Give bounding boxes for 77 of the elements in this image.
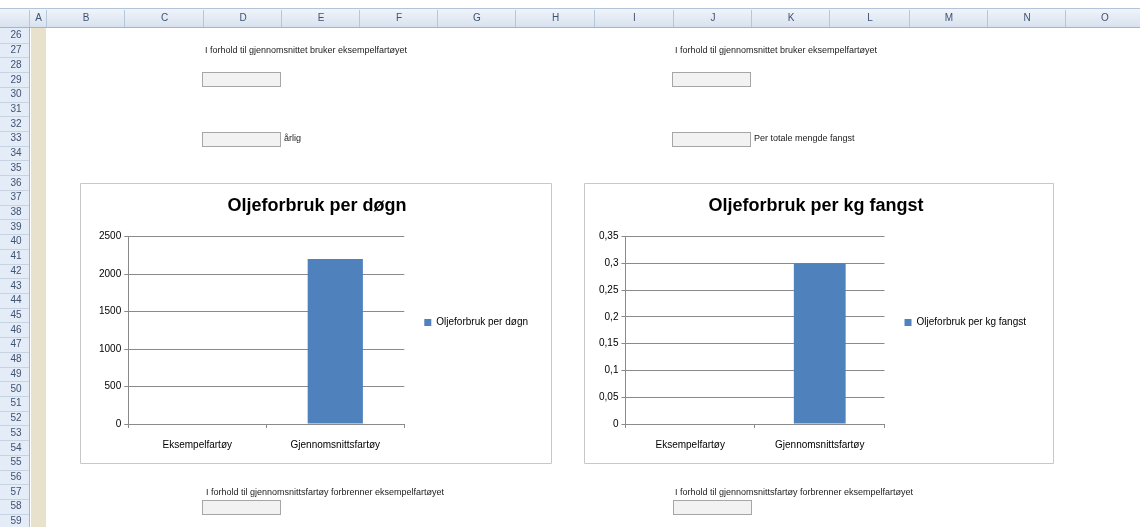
- y-tick-label: 47: [10, 338, 22, 350]
- y-tick-label: 32: [10, 117, 22, 129]
- y-tick-label: 500: [104, 380, 122, 392]
- chart-title: Oljeforbruk per kg fangst: [708, 194, 924, 215]
- x-tick-label: Eksempelfartøy: [655, 438, 725, 450]
- x-tick-label: J: [710, 12, 716, 23]
- annotation: I forhold til gjennomsnittsfartøy forbrenner eksempelfartøyet: [206, 487, 445, 498]
- chart-title: Oljeforbruk per døgn: [227, 194, 407, 215]
- y-tick-label: 39: [10, 220, 22, 232]
- annotation: Per totale mengde fangst: [754, 133, 855, 144]
- x-tick-label: E: [317, 12, 325, 23]
- legend-label: Oljeforbruk per døgn: [436, 316, 529, 328]
- x-tick-label: K: [787, 12, 795, 23]
- annotation: I forhold til gjennomsnittsfartøy forbrenner eksempelfartøyet: [675, 487, 914, 498]
- y-tick-label: 31: [10, 102, 22, 114]
- y-tick-label: 49: [10, 367, 22, 379]
- y-tick-label: 1500: [99, 305, 122, 317]
- y-tick-label: 56: [10, 470, 22, 482]
- x-tick-label: N: [1023, 12, 1031, 23]
- x-tick-label: Eksempelfartøy: [162, 438, 232, 450]
- y-tick-label: 34: [10, 147, 22, 159]
- y-tick-label: 2500: [99, 230, 122, 242]
- x-tick-label: O: [1101, 12, 1109, 23]
- y-tick-label: 0: [612, 417, 619, 429]
- y-tick-label: 29: [10, 73, 22, 85]
- y-tick-label: 0,05: [598, 390, 619, 402]
- y-tick-label: 48: [10, 353, 22, 365]
- y-tick-label: 0,25: [598, 283, 619, 295]
- x-tick-label: B: [82, 12, 90, 23]
- y-tick-label: 46: [10, 323, 22, 335]
- y-tick-label: 2000: [99, 267, 122, 279]
- annotation: I forhold til gjennomsnittet bruker eksempelfartøyet: [675, 45, 878, 56]
- y-tick-label: 55: [10, 456, 22, 468]
- annotation: I forhold til gjennomsnittet bruker eksempelfartøyet: [205, 45, 408, 56]
- y-tick-label: 51: [10, 397, 22, 409]
- y-tick-label: 33: [10, 132, 22, 144]
- y-tick-label: 28: [10, 58, 22, 70]
- x-tick-label: C: [160, 12, 169, 23]
- y-tick-label: 41: [10, 250, 22, 262]
- y-tick-label: 52: [10, 412, 22, 424]
- y-tick-label: 54: [10, 441, 22, 453]
- y-tick-label: 36: [10, 176, 22, 188]
- y-tick-label: 44: [10, 294, 22, 306]
- y-tick-label: 0,35: [598, 230, 619, 242]
- y-tick-label: 38: [10, 206, 22, 217]
- y-tick-label: 45: [10, 309, 22, 321]
- y-tick-label: 42: [10, 264, 22, 276]
- x-tick-label: M: [944, 12, 954, 23]
- y-tick-label: 40: [10, 235, 22, 247]
- y-tick-label: 37: [10, 191, 22, 203]
- x-tick-label: I: [633, 12, 636, 23]
- y-tick-label: 57: [10, 485, 22, 497]
- y-tick-label: 26: [10, 29, 22, 41]
- y-tick-label: 0: [115, 417, 122, 429]
- y-tick-label: 43: [10, 279, 22, 291]
- x-tick-label: Gjennomsnittsfartøy: [290, 438, 381, 450]
- y-tick-label: 0,15: [598, 337, 619, 349]
- annotation: årlig: [284, 133, 302, 144]
- y-tick-label: 59: [10, 515, 22, 527]
- y-tick-label: 0,1: [604, 364, 619, 376]
- legend-label: Oljeforbruk per kg fangst: [916, 316, 1027, 328]
- y-tick-label: 1000: [99, 342, 122, 354]
- y-tick-label: 53: [10, 426, 22, 438]
- x-tick-label: L: [867, 12, 873, 23]
- y-tick-label: 0,3: [604, 257, 619, 269]
- y-tick-label: 35: [10, 161, 22, 173]
- y-tick-label: 50: [10, 382, 22, 394]
- x-tick-label: G: [473, 12, 481, 23]
- y-tick-label: 58: [10, 500, 22, 512]
- x-tick-label: F: [395, 12, 403, 23]
- x-tick-label: D: [239, 12, 247, 23]
- x-tick-label: A: [35, 12, 42, 23]
- y-tick-label: 30: [10, 88, 22, 100]
- y-tick-label: 0,2: [604, 310, 619, 322]
- x-tick-label: Gjennomsnittsfartøy: [775, 438, 865, 450]
- y-tick-label: 27: [10, 44, 22, 56]
- x-tick-label: H: [551, 12, 560, 23]
